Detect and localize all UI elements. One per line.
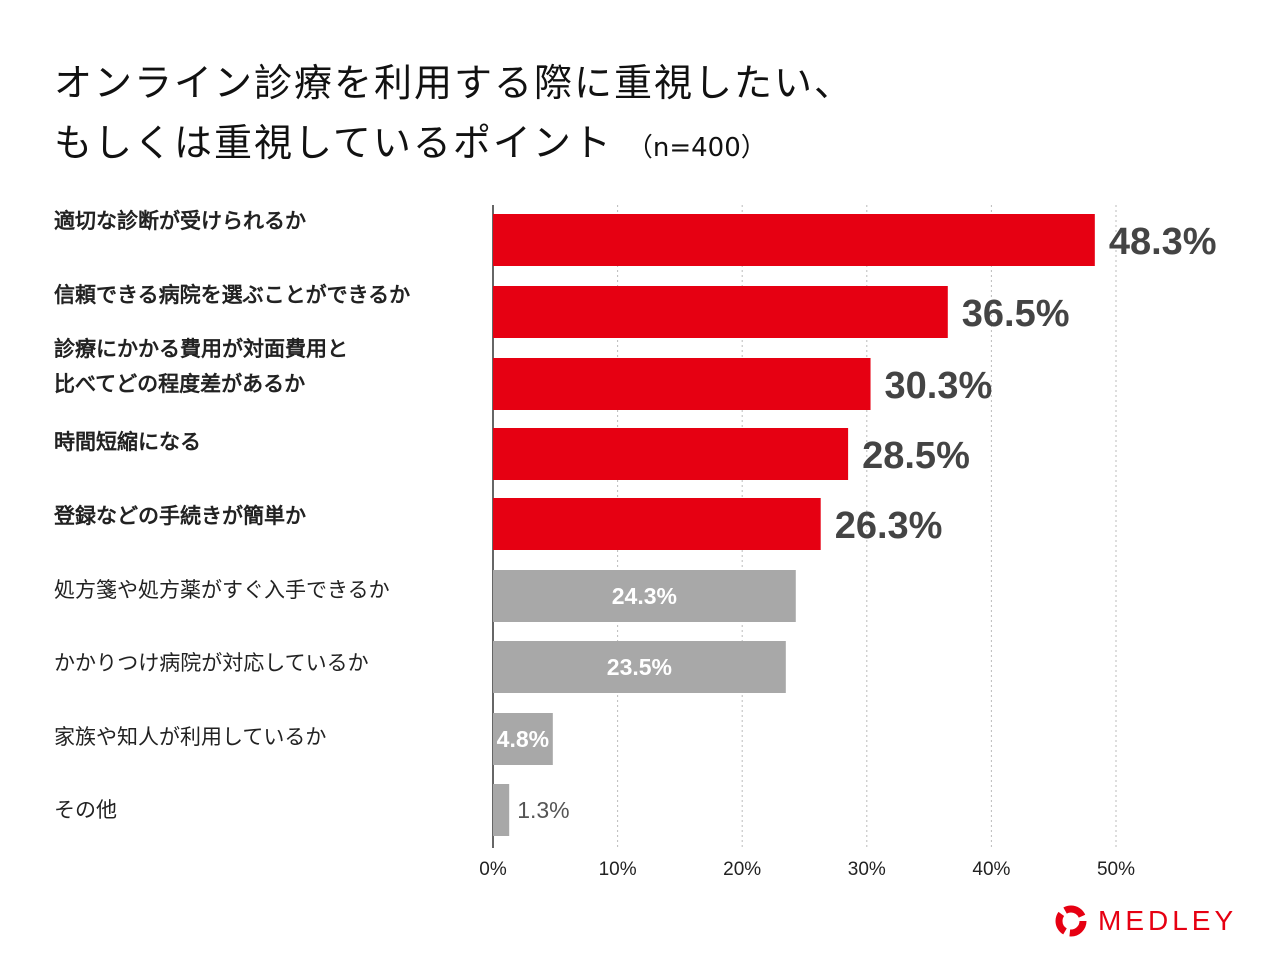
category-label-line: 適切な診断が受けられるか xyxy=(54,209,306,233)
bar xyxy=(493,286,948,338)
category-label-line: 時間短縮になる xyxy=(54,430,201,454)
bar xyxy=(493,713,553,765)
category-label-line: 比べてどの程度差があるか xyxy=(54,372,306,396)
data-label: 48.3% xyxy=(1109,221,1217,263)
bar xyxy=(493,428,849,480)
x-tick-label: 10% xyxy=(599,859,637,880)
bar xyxy=(493,498,821,550)
category-label: 登録などの手続きが簡単か xyxy=(54,499,306,534)
data-label: 26.3% xyxy=(835,505,943,547)
data-label: 24.3% xyxy=(612,583,677,609)
category-label-line: 処方箋や処方薬がすぐ入手できるか xyxy=(54,578,390,602)
category-label: 診療にかかる費用が対面費用と 比べてどの程度差があるか xyxy=(54,332,348,402)
category-label: 適切な診断が受けられるか xyxy=(54,204,306,239)
medley-logo: MEDLEY xyxy=(1054,904,1237,938)
data-label: 1.3% xyxy=(517,797,569,823)
chart-title-line1: オンライン診療を利用する際に重視したい、 xyxy=(54,61,855,105)
data-label: 4.8% xyxy=(497,726,549,752)
category-label-line: その他 xyxy=(54,798,117,822)
medley-logo-icon xyxy=(1055,905,1087,937)
chart-title-line2: もしくは重視しているポイント （n=400） xyxy=(54,112,767,167)
x-tick-label: 0% xyxy=(479,859,507,880)
category-label-line: 家族や知人が利用しているか xyxy=(54,725,327,749)
data-label: 36.5% xyxy=(962,293,1070,335)
category-label: その他 xyxy=(54,793,117,828)
category-label: 処方箋や処方薬がすぐ入手できるか xyxy=(54,573,390,608)
category-label-line: かかりつけ病院が対応しているか xyxy=(54,651,369,675)
medley-logo-text: MEDLEY xyxy=(1098,905,1238,936)
bar xyxy=(493,784,510,836)
category-label: 信頼できる病院を選ぶことができるか xyxy=(54,278,410,313)
category-label-line: 診療にかかる費用が対面費用と xyxy=(54,337,348,361)
data-label: 23.5% xyxy=(607,654,672,680)
bar xyxy=(493,214,1095,266)
x-tick-label: 40% xyxy=(972,859,1010,880)
data-label: 30.3% xyxy=(885,365,993,407)
category-label-line: 登録などの手続きが簡単か xyxy=(54,504,306,528)
bar xyxy=(493,641,786,693)
category-label-line: 信頼できる病院を選ぶことができるか xyxy=(54,283,411,307)
x-tick-label: 30% xyxy=(848,859,886,880)
x-tick-label: 50% xyxy=(1097,859,1135,880)
x-tick-label: 20% xyxy=(723,859,761,880)
chart-title-line2-text: もしくは重視しているポイント xyxy=(54,121,613,165)
bar xyxy=(493,570,796,622)
category-label: 家族や知人が利用しているか xyxy=(54,720,326,755)
category-label: 時間短縮になる xyxy=(54,425,201,460)
bar xyxy=(493,358,871,410)
category-label: かかりつけ病院が対応しているか xyxy=(54,646,369,681)
sample-size-note: （n=400） xyxy=(626,133,767,163)
data-label: 28.5% xyxy=(862,435,970,477)
